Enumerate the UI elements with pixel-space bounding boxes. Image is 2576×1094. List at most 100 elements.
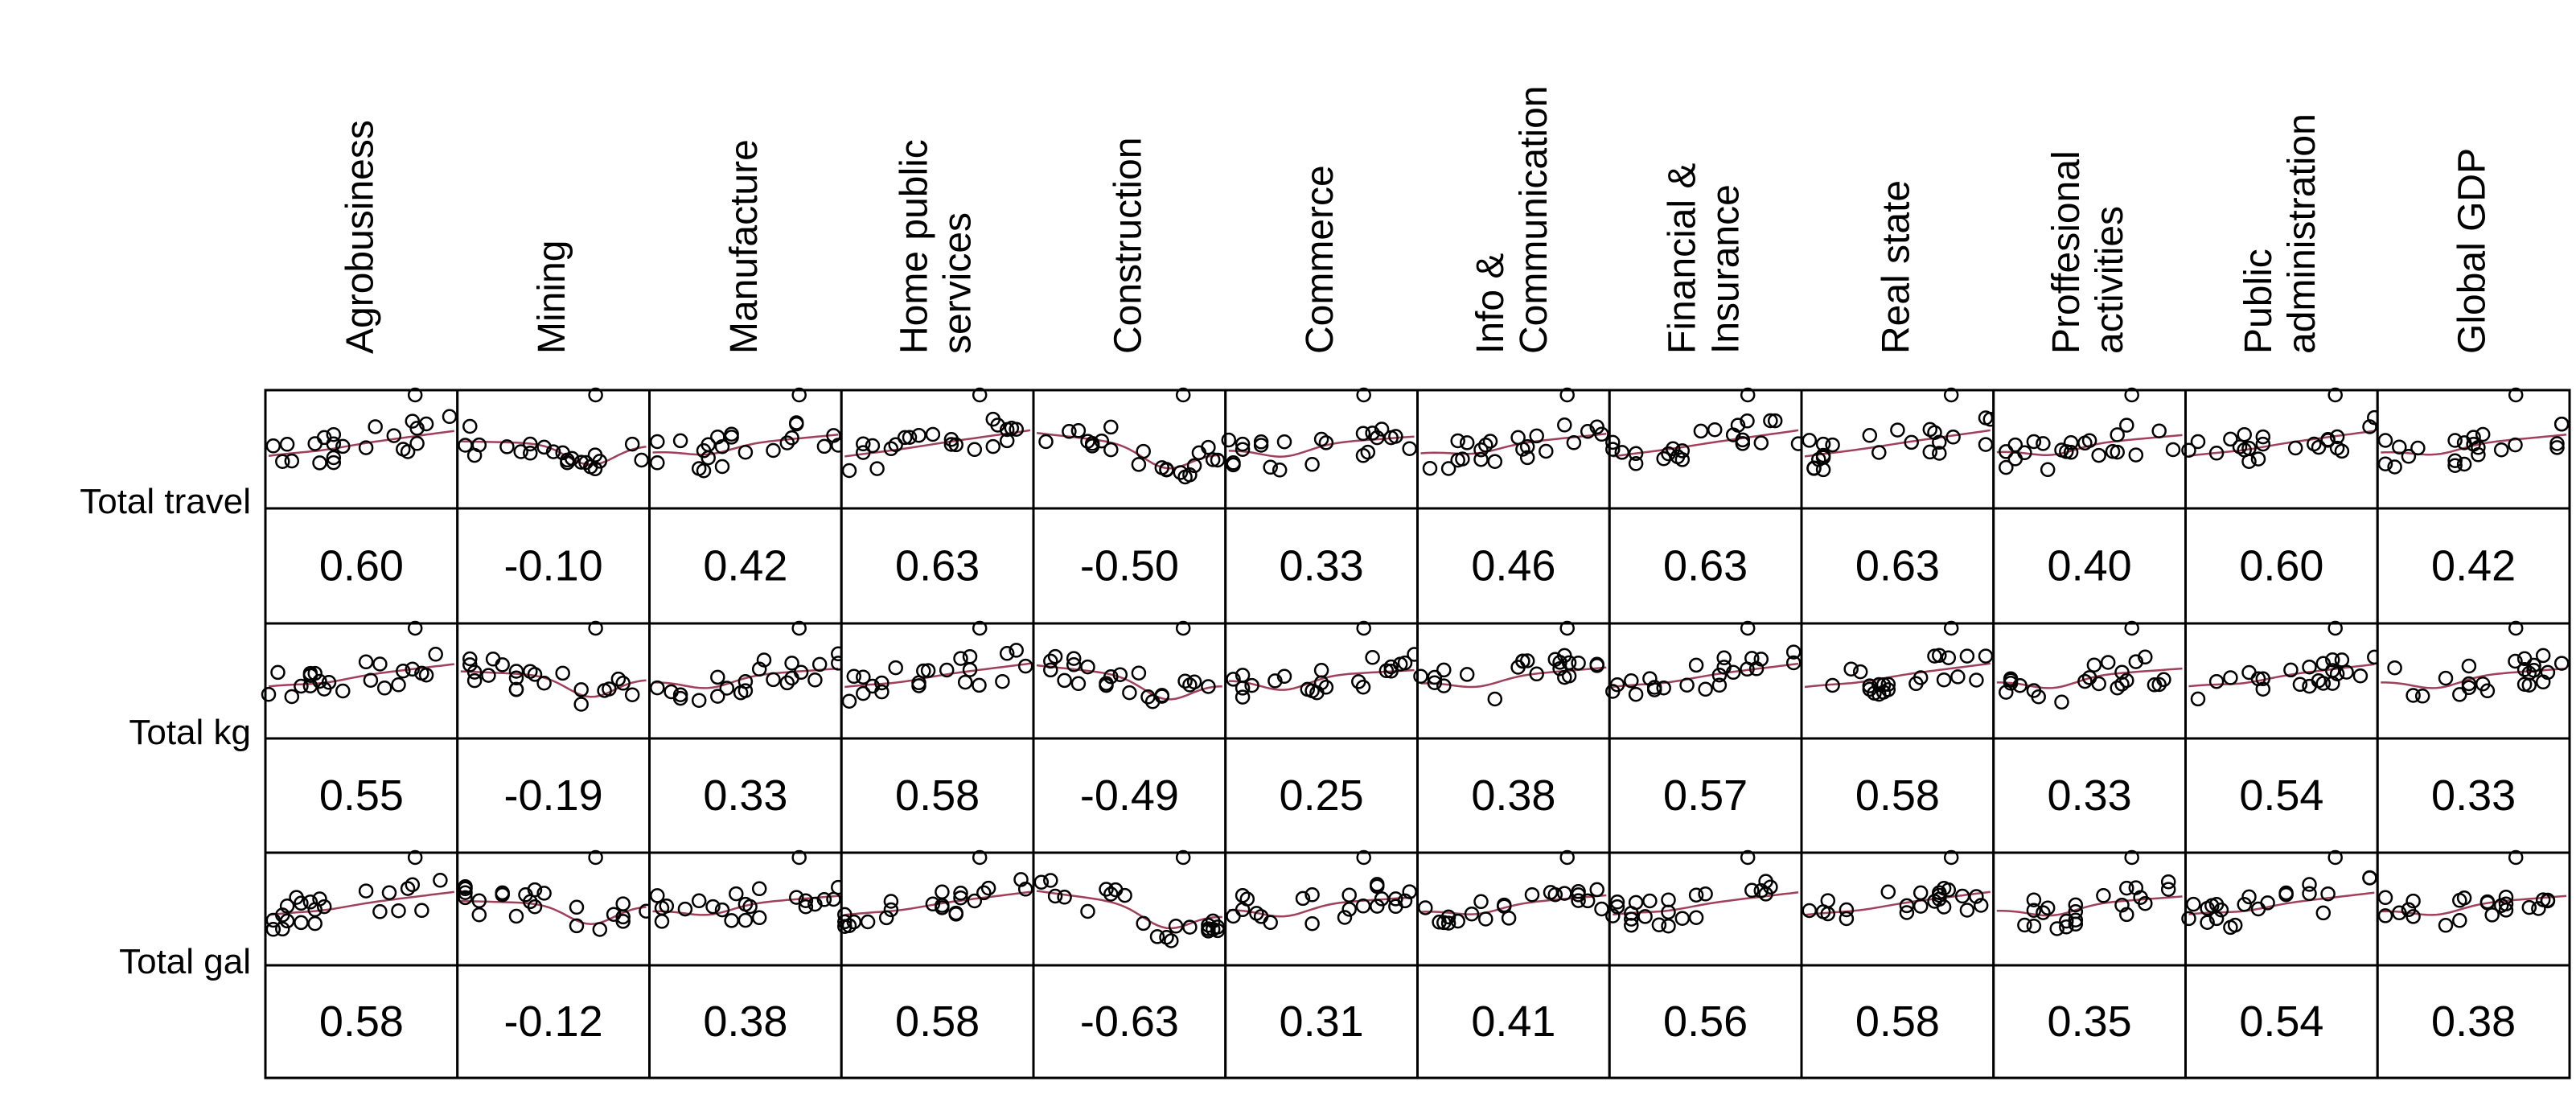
scatter-point [1698, 681, 1713, 697]
scatter-point [2040, 900, 2056, 915]
scatter-point [1464, 906, 1480, 922]
scatter-point [624, 436, 640, 452]
scatter-point [386, 428, 402, 443]
scatter-point [2377, 456, 2393, 471]
scatter-panel [2181, 387, 2382, 510]
scatter-panel-frame [1608, 389, 1803, 510]
scatter-point [1665, 441, 1681, 457]
scatter-panel-frame [264, 389, 459, 510]
scatter-point [2540, 664, 2556, 681]
scatter-point [1999, 685, 2014, 700]
scatter-point [2059, 919, 2074, 935]
scatter-point [756, 652, 772, 668]
scatter-point [2392, 439, 2407, 454]
scatter-point [1748, 661, 1765, 677]
scatter-point [1047, 888, 1063, 904]
scatter-point [1272, 463, 1288, 478]
scatter-point [2250, 451, 2266, 467]
scatter-point [2255, 671, 2271, 687]
scatter-point [710, 429, 725, 445]
scatter-point [925, 896, 941, 912]
scatter-point [2110, 427, 2125, 442]
panels: 0.60 -0.10 0.42 0.63 -0.50 0.33 0.46 0.63 0.63 0.… [261, 387, 2571, 1080]
scatter-point [1103, 886, 1119, 902]
scatter-point [1642, 893, 1658, 909]
scatter-panel [648, 849, 846, 967]
row-labels: Total travel Total kg Total gal [80, 482, 251, 981]
correlation-panel-frame [2376, 737, 2571, 854]
correlation-panel: 0.60 [264, 507, 459, 625]
scatter-point [326, 450, 342, 466]
scatter-point [1559, 620, 1575, 636]
scatter-point [916, 663, 931, 679]
scatter-point [1013, 872, 1029, 887]
scatter-point [2302, 886, 2317, 902]
scatter-panel [456, 387, 651, 510]
column-label: Public administration [2237, 113, 2323, 354]
column-label-line: Communication [1513, 86, 1555, 354]
scatter-point [1459, 435, 1475, 450]
scatter-point [2250, 671, 2266, 687]
scatter-point [1825, 677, 1840, 693]
scatter-point [1066, 657, 1082, 672]
scatter-point [897, 430, 913, 446]
scatter-point [1004, 421, 1020, 436]
scatter-panel [2184, 620, 2382, 740]
scatter-panel [1800, 620, 1995, 740]
correlation-value: 0.60 [2239, 542, 2323, 590]
column-label-line: Global GDP [2451, 148, 2494, 354]
scatter-point [2292, 677, 2308, 693]
scatter-point [1890, 422, 1905, 438]
correlation-value: 0.54 [2239, 997, 2323, 1046]
correlation-value: 0.31 [1280, 997, 1364, 1046]
scatter-panel [1224, 620, 1422, 740]
scatter-panel [837, 849, 1035, 967]
scatter-point [2377, 908, 2393, 923]
scatter-point [1871, 445, 1887, 460]
scatter-point [1422, 460, 1438, 476]
scatter-point [2237, 426, 2252, 442]
scatter-point [2077, 435, 2093, 451]
scatter-panel-frame [1800, 389, 1995, 510]
scatter-point [2063, 435, 2079, 450]
scatter-point [811, 656, 828, 672]
scatter-point [948, 905, 963, 921]
scatter-point [1440, 461, 1456, 476]
correlation-panel-frame [1800, 737, 1995, 854]
correlation-panel: 0.33 [1224, 507, 1419, 625]
scatter-point [1580, 893, 1596, 909]
scatter-point [316, 899, 332, 915]
scatter-point [791, 387, 807, 403]
scatter-point [405, 661, 421, 677]
correlation-value: 0.38 [2431, 997, 2516, 1046]
scatter-point [2190, 691, 2206, 707]
scatter-point [2479, 683, 2496, 699]
scatter-point [1388, 891, 1403, 907]
correlation-panel: 0.58 [1800, 737, 1995, 854]
scatter-point [650, 434, 665, 450]
scatter-point [302, 895, 318, 910]
scatter-panel [2376, 620, 2571, 740]
scatter-point [2036, 436, 2051, 451]
scatter-point [1253, 438, 1269, 453]
scatter-point [275, 921, 290, 937]
scatter-point [2401, 449, 2417, 464]
scatter-panel-frame [2376, 851, 2571, 967]
scatter-point [481, 668, 496, 683]
scatter-panel [1800, 849, 1995, 967]
scatter-point [1226, 455, 1241, 471]
scatter-point [545, 444, 561, 459]
scatter-point [2138, 649, 2153, 665]
scatter-point [405, 413, 421, 429]
scatter-point [1159, 929, 1174, 945]
scatter-point [1249, 906, 1264, 921]
scatter-point [888, 660, 903, 676]
scatter-point [1852, 664, 1868, 680]
scatter-panel [1032, 849, 1227, 967]
scatter-point [1539, 443, 1554, 459]
scatter-point [1080, 434, 1095, 449]
scatter-point [1547, 886, 1563, 903]
correlation-panel: 0.40 [1992, 507, 2187, 625]
scatter-point [2119, 417, 2134, 433]
column-label: Global GDP [2451, 148, 2494, 354]
